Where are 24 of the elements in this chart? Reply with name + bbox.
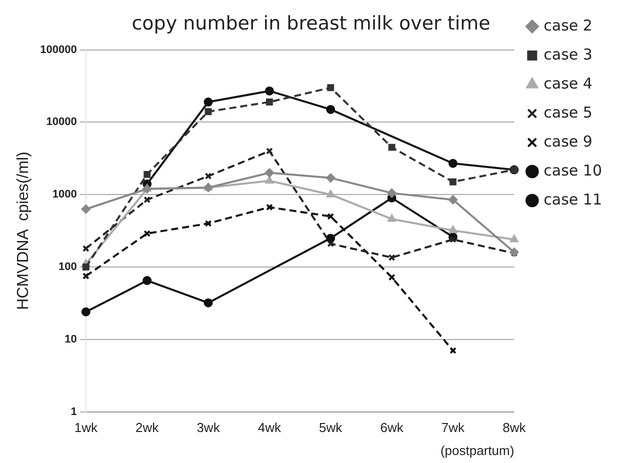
y-tick-label: 10000 <box>46 116 77 128</box>
x-tick-label: 4wk <box>258 420 282 436</box>
x-tick-label: 5wk <box>319 420 343 436</box>
x-tick-label: 7wk <box>441 420 466 436</box>
y-tick-label: 10 <box>64 333 77 346</box>
x-tick-label: 6wk <box>380 420 404 436</box>
y-tick-label: 1 <box>70 406 77 418</box>
x-tick-label: 8wk <box>502 420 526 436</box>
legend-label: case 4 <box>544 74 592 92</box>
legend-label: case 5 <box>544 103 592 122</box>
legend-label: case 9 <box>544 132 592 150</box>
y-tick-label: 100 <box>58 261 77 274</box>
legend-label: case 2 <box>544 16 592 34</box>
y-tick-label: 1000 <box>52 188 77 201</box>
x-tick-label: 2wk <box>136 420 160 436</box>
x-tick-label: 3wk <box>196 420 220 436</box>
legend-label: case 10 <box>544 161 602 180</box>
x-tick-label: 1wk <box>74 420 98 436</box>
legend-label: case 3 <box>544 45 592 64</box>
y-tick-label: 100000 <box>40 44 77 56</box>
legend-label: case 11 <box>544 190 602 208</box>
chart-title: copy number in breast milk over time <box>132 12 490 34</box>
y-axis-title: HCMVDNA cpies(/ml) <box>15 152 32 310</box>
x-axis-title: (postpartum) <box>440 442 514 458</box>
